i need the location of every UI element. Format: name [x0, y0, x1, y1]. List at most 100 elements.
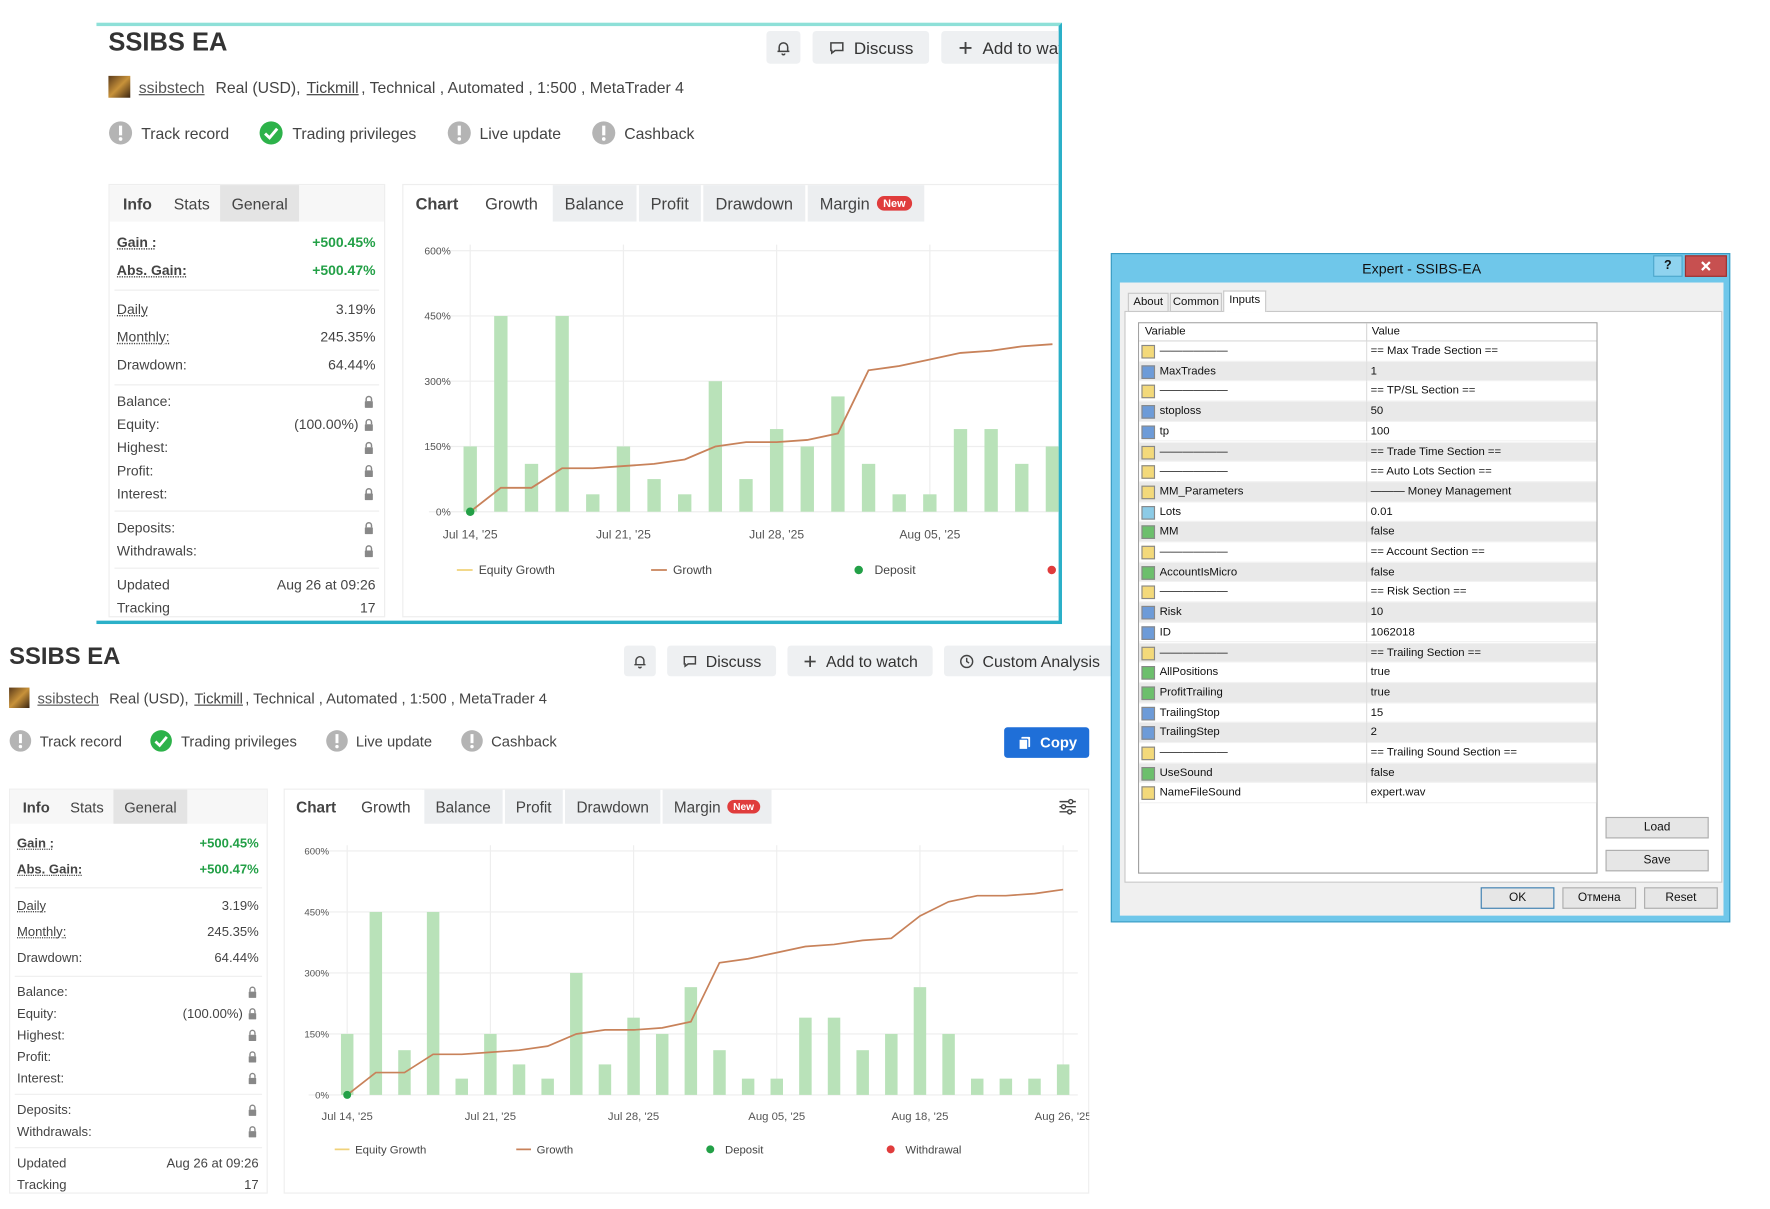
chart-tab[interactable]: Chart — [285, 790, 348, 824]
info-tab[interactable]: General — [113, 789, 187, 824]
bar — [616, 446, 631, 512]
icon — [364, 522, 373, 535]
variable-name: —————— — [1159, 646, 1228, 659]
close-button[interactable] — [1684, 255, 1727, 277]
y-tick-label: 600% — [304, 846, 329, 857]
info-value-wrap: (100.00%) — [294, 417, 375, 433]
bell-button[interactable] — [624, 645, 656, 677]
table-row — [1139, 602, 1597, 623]
bar — [426, 911, 440, 1095]
info-label: Highest: — [116, 440, 169, 456]
icon — [248, 1126, 257, 1138]
table-row — [1139, 703, 1597, 724]
info-tab[interactable]: Stats — [173, 194, 210, 213]
chart-tab[interactable]: Profit — [504, 789, 563, 824]
info-value-wrap — [362, 521, 375, 535]
icon — [447, 121, 471, 145]
table-row — [1139, 421, 1597, 442]
icon — [248, 1008, 257, 1020]
row-divider — [1366, 562, 1368, 583]
header-actions: Discuss Add to watch — [766, 30, 1059, 64]
column-header: Value — [1371, 325, 1400, 339]
user-link[interactable]: ssibstech — [138, 77, 205, 96]
info-value: 245.35% — [207, 925, 259, 939]
info-tab[interactable]: Info — [22, 798, 50, 816]
chart-tab[interactable]: Drawdown — [565, 789, 661, 824]
info-tab[interactable]: Stats — [70, 798, 104, 816]
info-value-wrap — [362, 487, 375, 501]
info-label: Monthly: — [17, 925, 67, 939]
badge-dot — [456, 137, 461, 141]
chart-tab[interactable]: Margin New — [807, 185, 924, 222]
action-button[interactable]: Add to watch — [941, 30, 1059, 64]
bar — [892, 494, 906, 512]
action-button[interactable]: Discuss — [667, 645, 777, 677]
user-link[interactable]: ssibstech — [37, 689, 99, 707]
chart-tab-label: Balance — [564, 194, 624, 213]
table-row — [1139, 622, 1597, 643]
help-button[interactable]: ? — [1653, 255, 1683, 277]
dialog-tab[interactable]: About — [1127, 292, 1169, 313]
chart-tab-label: Profit — [650, 194, 689, 213]
action-button[interactable]: Custom Analysis — [943, 645, 1115, 677]
chart-settings[interactable] — [1057, 797, 1077, 823]
info-value: 64.44% — [328, 358, 376, 373]
chart-tab[interactable]: Profit — [638, 185, 701, 222]
info-label: Gain : — [116, 235, 157, 251]
chart-tab[interactable]: Balance — [552, 185, 637, 222]
copy-button[interactable]: Copy — [1004, 727, 1090, 758]
table-row — [1139, 642, 1597, 663]
variable-name: MaxTrades — [1159, 364, 1216, 378]
dialog-button[interactable]: Отмена — [1562, 887, 1637, 909]
row-divider — [1366, 361, 1368, 382]
row-divider — [1366, 441, 1368, 463]
info-value: (100.00%) — [294, 417, 359, 433]
chart-tab[interactable]: Balance — [424, 789, 503, 824]
info-tab[interactable]: General — [220, 185, 299, 222]
row-divider — [1366, 502, 1368, 523]
info-value-wrap: (100.00%) — [183, 1007, 259, 1021]
top-panel-frame: SSIBS EA Discuss Add to watch ssibstech Real… — [96, 22, 1063, 625]
info-value-wrap: 3.19% — [222, 899, 259, 913]
settings-knob — [1067, 798, 1074, 805]
info-value-wrap: 245.35% — [207, 925, 259, 939]
chart-tab[interactable]: Chart — [403, 185, 470, 221]
panel-title: SSIBS EA — [108, 28, 228, 57]
chart-tab[interactable]: Margin New — [662, 789, 772, 824]
bell-button[interactable] — [766, 30, 801, 64]
info-row: Abs. Gain: +500.47% — [17, 857, 259, 883]
side-button[interactable]: Save — [1605, 849, 1709, 872]
broker-link[interactable]: Tickmill — [306, 77, 359, 96]
dialog-button[interactable]: OK — [1480, 887, 1555, 909]
chart-tab[interactable]: Growth — [472, 185, 551, 222]
bar — [494, 315, 508, 512]
panel-title: SSIBS EA — [9, 643, 121, 670]
dialog-tab[interactable]: Inputs — [1223, 290, 1267, 313]
info-label: Drawdown: — [116, 358, 187, 373]
variable-value: ——— Money Management — [1370, 485, 1512, 498]
info-value-wrap: +500.47% — [312, 263, 375, 278]
broker-link[interactable]: Tickmill — [194, 689, 243, 707]
type-icon — [1141, 786, 1156, 801]
dialog-tab[interactable]: Common — [1169, 292, 1222, 313]
bar — [827, 1017, 841, 1095]
info-tab[interactable]: Info — [122, 194, 152, 213]
separator — [114, 384, 380, 386]
action-button[interactable]: Add to watch — [787, 645, 933, 677]
bar — [555, 315, 569, 512]
action-button[interactable]: Discuss — [812, 30, 930, 64]
bar — [1056, 1064, 1070, 1095]
lock-body — [248, 1013, 257, 1020]
variable-value: == Trade Time Section == — [1370, 445, 1502, 458]
badge: Cashback — [591, 121, 694, 145]
chart-tab[interactable]: Drawdown — [703, 185, 806, 222]
side-button[interactable]: Load — [1605, 816, 1709, 839]
info-label: Tracking — [116, 600, 170, 616]
icon — [364, 395, 373, 408]
lock-shackle — [249, 1126, 256, 1132]
chart-tab[interactable]: Growth — [349, 789, 422, 824]
dialog-button[interactable]: Reset — [1644, 887, 1718, 909]
info-label: Drawdown: — [17, 951, 83, 965]
account-type: Real (USD), — [215, 77, 301, 96]
